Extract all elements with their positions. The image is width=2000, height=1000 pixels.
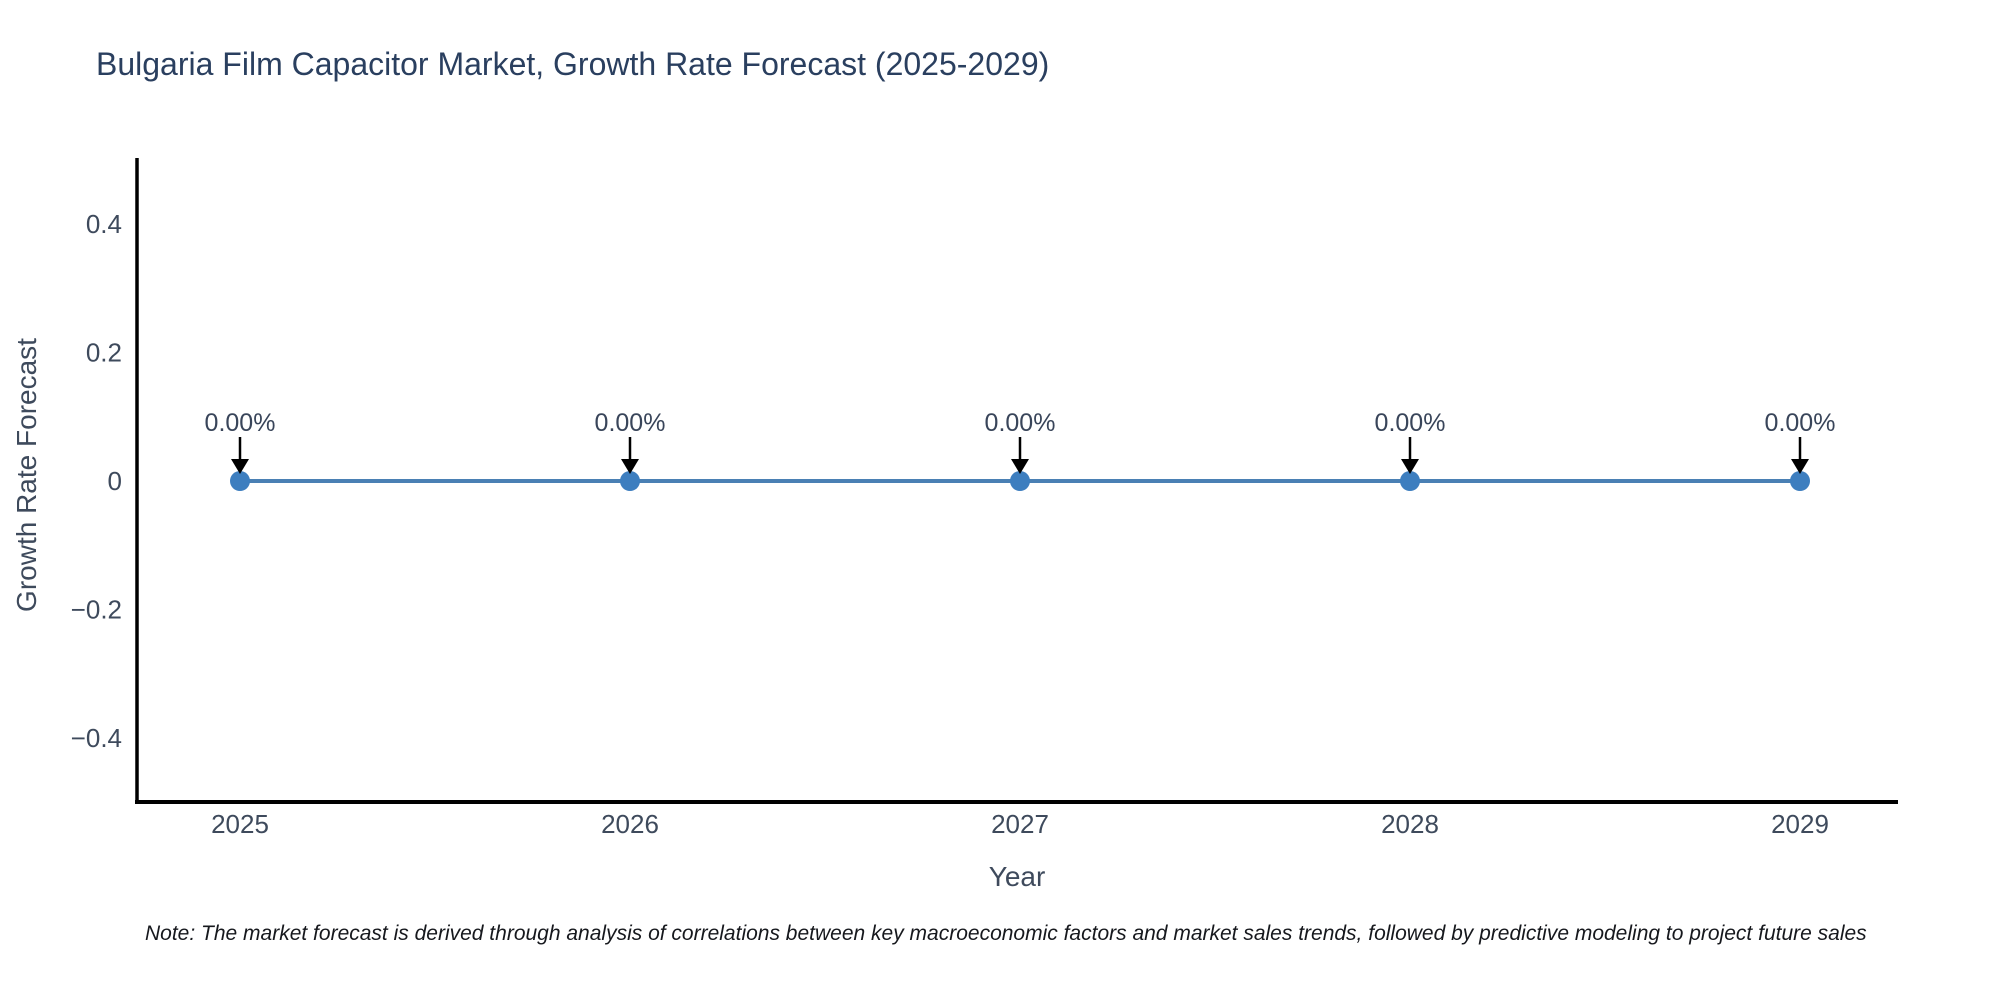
data-point-label: 0.00% [1375,409,1446,437]
data-point-label: 0.00% [205,409,276,437]
y-tick-label: 0.4 [86,209,122,239]
data-point-marker [620,471,640,491]
data-point-label: 0.00% [595,409,666,437]
y-axis-title: Growth Rate Forecast [11,338,42,612]
x-tick-label: 2028 [1381,809,1439,839]
data-point-label: 0.00% [985,409,1056,437]
data-point-marker [1400,471,1420,491]
chart-title: Bulgaria Film Capacitor Market, Growth R… [96,46,1050,82]
y-tick-label: 0.2 [86,338,122,368]
footnote: Note: The market forecast is derived thr… [145,922,1867,945]
data-point-label: 0.00% [1765,409,1836,437]
x-tick-label: 2029 [1771,809,1829,839]
y-tick-label: 0 [108,466,122,496]
x-tick-label: 2026 [601,809,659,839]
annotation-arrow-head [621,459,639,474]
data-point-marker [230,471,250,491]
x-axis-title: Year [988,861,1046,892]
annotation-arrow-head [1401,459,1419,474]
annotation-arrow-head [1791,459,1809,474]
data-point-marker [1010,471,1030,491]
y-tick-label: −0.2 [71,594,122,624]
annotation-arrow-head [1011,459,1029,474]
data-point-marker [1790,471,1810,491]
x-tick-label: 2025 [211,809,269,839]
annotation-arrow-head [231,459,249,474]
x-tick-label: 2027 [991,809,1049,839]
y-tick-label: −0.4 [71,723,122,753]
